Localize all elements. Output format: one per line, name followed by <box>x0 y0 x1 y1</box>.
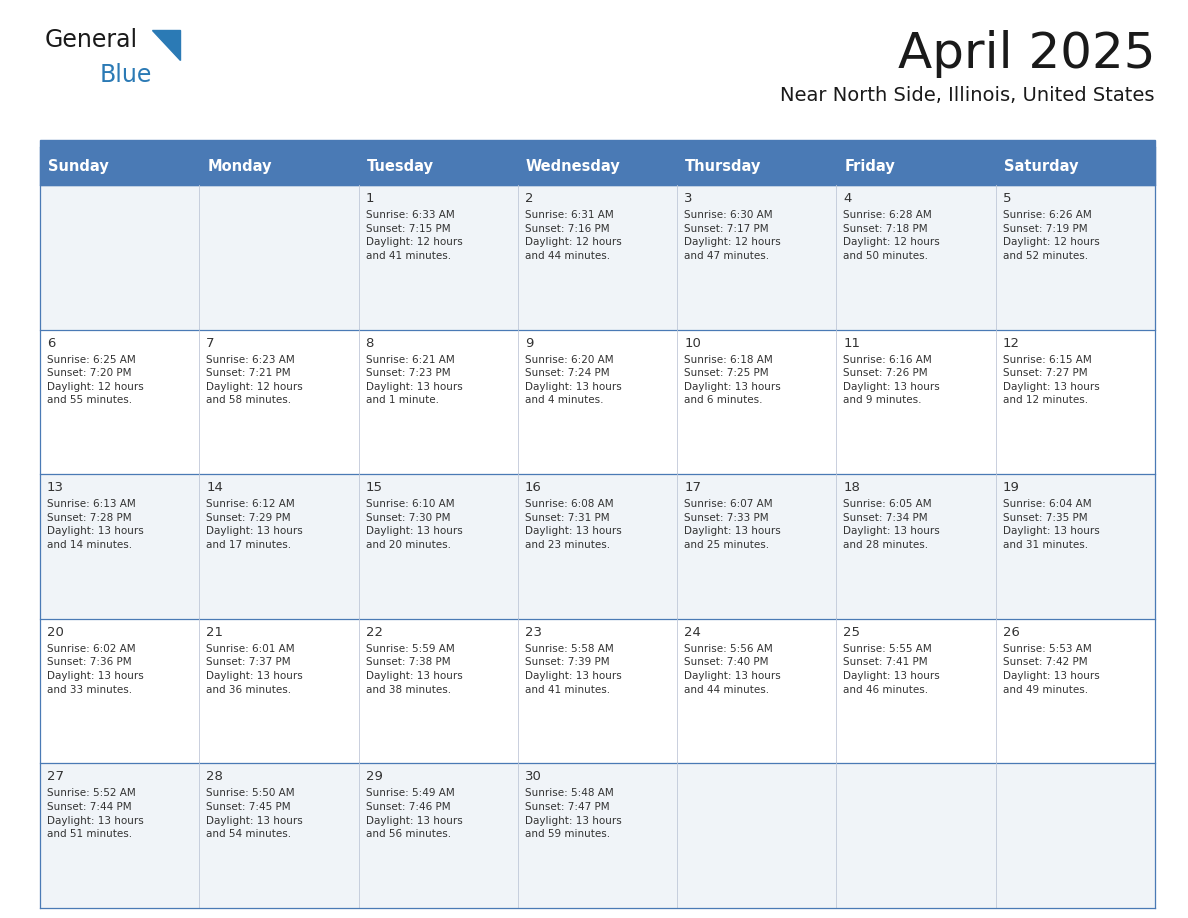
Text: 25: 25 <box>843 626 860 639</box>
Text: 29: 29 <box>366 770 383 783</box>
Text: Blue: Blue <box>100 63 152 87</box>
Text: Sunrise: 6:31 AM
Sunset: 7:16 PM
Daylight: 12 hours
and 44 minutes.: Sunrise: 6:31 AM Sunset: 7:16 PM Dayligh… <box>525 210 621 261</box>
Text: Sunrise: 6:18 AM
Sunset: 7:25 PM
Daylight: 13 hours
and 6 minutes.: Sunrise: 6:18 AM Sunset: 7:25 PM Dayligh… <box>684 354 781 406</box>
Text: Sunrise: 6:01 AM
Sunset: 7:37 PM
Daylight: 13 hours
and 36 minutes.: Sunrise: 6:01 AM Sunset: 7:37 PM Dayligh… <box>207 644 303 695</box>
Bar <box>40 140 1155 147</box>
Text: Sunrise: 5:49 AM
Sunset: 7:46 PM
Daylight: 13 hours
and 56 minutes.: Sunrise: 5:49 AM Sunset: 7:46 PM Dayligh… <box>366 789 462 839</box>
Text: Saturday: Saturday <box>1004 159 1079 174</box>
Text: Sunrise: 5:53 AM
Sunset: 7:42 PM
Daylight: 13 hours
and 49 minutes.: Sunrise: 5:53 AM Sunset: 7:42 PM Dayligh… <box>1003 644 1099 695</box>
Text: Sunrise: 5:59 AM
Sunset: 7:38 PM
Daylight: 13 hours
and 38 minutes.: Sunrise: 5:59 AM Sunset: 7:38 PM Dayligh… <box>366 644 462 695</box>
Text: 30: 30 <box>525 770 542 783</box>
Text: 18: 18 <box>843 481 860 494</box>
Text: 10: 10 <box>684 337 701 350</box>
Text: 2: 2 <box>525 192 533 205</box>
Text: 28: 28 <box>207 770 223 783</box>
Text: 5: 5 <box>1003 192 1011 205</box>
Text: 8: 8 <box>366 337 374 350</box>
Text: Sunday: Sunday <box>48 159 109 174</box>
Text: 22: 22 <box>366 626 383 639</box>
Text: Sunrise: 6:10 AM
Sunset: 7:30 PM
Daylight: 13 hours
and 20 minutes.: Sunrise: 6:10 AM Sunset: 7:30 PM Dayligh… <box>366 499 462 550</box>
Text: Sunrise: 6:04 AM
Sunset: 7:35 PM
Daylight: 13 hours
and 31 minutes.: Sunrise: 6:04 AM Sunset: 7:35 PM Dayligh… <box>1003 499 1099 550</box>
Bar <box>40 330 1155 475</box>
Text: 26: 26 <box>1003 626 1019 639</box>
Text: Sunrise: 6:30 AM
Sunset: 7:17 PM
Daylight: 12 hours
and 47 minutes.: Sunrise: 6:30 AM Sunset: 7:17 PM Dayligh… <box>684 210 781 261</box>
Text: 17: 17 <box>684 481 701 494</box>
Text: Monday: Monday <box>207 159 272 174</box>
Text: 14: 14 <box>207 481 223 494</box>
Text: Sunrise: 6:05 AM
Sunset: 7:34 PM
Daylight: 13 hours
and 28 minutes.: Sunrise: 6:05 AM Sunset: 7:34 PM Dayligh… <box>843 499 940 550</box>
Bar <box>40 185 1155 330</box>
Text: Friday: Friday <box>845 159 896 174</box>
Text: 27: 27 <box>48 770 64 783</box>
Text: Sunrise: 6:12 AM
Sunset: 7:29 PM
Daylight: 13 hours
and 17 minutes.: Sunrise: 6:12 AM Sunset: 7:29 PM Dayligh… <box>207 499 303 550</box>
Text: 1: 1 <box>366 192 374 205</box>
Text: 3: 3 <box>684 192 693 205</box>
Bar <box>40 475 1155 619</box>
Text: Sunrise: 5:55 AM
Sunset: 7:41 PM
Daylight: 13 hours
and 46 minutes.: Sunrise: 5:55 AM Sunset: 7:41 PM Dayligh… <box>843 644 940 695</box>
Text: Sunrise: 6:15 AM
Sunset: 7:27 PM
Daylight: 13 hours
and 12 minutes.: Sunrise: 6:15 AM Sunset: 7:27 PM Dayligh… <box>1003 354 1099 406</box>
Text: Wednesday: Wednesday <box>526 159 620 174</box>
Text: Tuesday: Tuesday <box>367 159 434 174</box>
Text: 16: 16 <box>525 481 542 494</box>
Text: 23: 23 <box>525 626 542 639</box>
Text: 20: 20 <box>48 626 64 639</box>
Text: 6: 6 <box>48 337 56 350</box>
Text: Sunrise: 5:56 AM
Sunset: 7:40 PM
Daylight: 13 hours
and 44 minutes.: Sunrise: 5:56 AM Sunset: 7:40 PM Dayligh… <box>684 644 781 695</box>
Text: Sunrise: 5:48 AM
Sunset: 7:47 PM
Daylight: 13 hours
and 59 minutes.: Sunrise: 5:48 AM Sunset: 7:47 PM Dayligh… <box>525 789 621 839</box>
Text: Sunrise: 5:58 AM
Sunset: 7:39 PM
Daylight: 13 hours
and 41 minutes.: Sunrise: 5:58 AM Sunset: 7:39 PM Dayligh… <box>525 644 621 695</box>
Text: 13: 13 <box>48 481 64 494</box>
Text: 9: 9 <box>525 337 533 350</box>
Text: Sunrise: 6:20 AM
Sunset: 7:24 PM
Daylight: 13 hours
and 4 minutes.: Sunrise: 6:20 AM Sunset: 7:24 PM Dayligh… <box>525 354 621 406</box>
Text: 24: 24 <box>684 626 701 639</box>
Text: Sunrise: 6:33 AM
Sunset: 7:15 PM
Daylight: 12 hours
and 41 minutes.: Sunrise: 6:33 AM Sunset: 7:15 PM Dayligh… <box>366 210 462 261</box>
Text: Sunrise: 6:02 AM
Sunset: 7:36 PM
Daylight: 13 hours
and 33 minutes.: Sunrise: 6:02 AM Sunset: 7:36 PM Dayligh… <box>48 644 144 695</box>
Text: 7: 7 <box>207 337 215 350</box>
Text: General: General <box>45 28 138 52</box>
Text: Thursday: Thursday <box>685 159 762 174</box>
Text: 4: 4 <box>843 192 852 205</box>
Text: Sunrise: 6:07 AM
Sunset: 7:33 PM
Daylight: 13 hours
and 25 minutes.: Sunrise: 6:07 AM Sunset: 7:33 PM Dayligh… <box>684 499 781 550</box>
Text: Sunrise: 6:28 AM
Sunset: 7:18 PM
Daylight: 12 hours
and 50 minutes.: Sunrise: 6:28 AM Sunset: 7:18 PM Dayligh… <box>843 210 940 261</box>
Text: Sunrise: 6:21 AM
Sunset: 7:23 PM
Daylight: 13 hours
and 1 minute.: Sunrise: 6:21 AM Sunset: 7:23 PM Dayligh… <box>366 354 462 406</box>
Text: Sunrise: 6:26 AM
Sunset: 7:19 PM
Daylight: 12 hours
and 52 minutes.: Sunrise: 6:26 AM Sunset: 7:19 PM Dayligh… <box>1003 210 1099 261</box>
Bar <box>40 619 1155 764</box>
Text: Sunrise: 6:16 AM
Sunset: 7:26 PM
Daylight: 13 hours
and 9 minutes.: Sunrise: 6:16 AM Sunset: 7:26 PM Dayligh… <box>843 354 940 406</box>
Text: 19: 19 <box>1003 481 1019 494</box>
Text: 21: 21 <box>207 626 223 639</box>
Bar <box>40 764 1155 908</box>
Text: Sunrise: 5:50 AM
Sunset: 7:45 PM
Daylight: 13 hours
and 54 minutes.: Sunrise: 5:50 AM Sunset: 7:45 PM Dayligh… <box>207 789 303 839</box>
Text: Sunrise: 6:25 AM
Sunset: 7:20 PM
Daylight: 12 hours
and 55 minutes.: Sunrise: 6:25 AM Sunset: 7:20 PM Dayligh… <box>48 354 144 406</box>
Text: Sunrise: 6:08 AM
Sunset: 7:31 PM
Daylight: 13 hours
and 23 minutes.: Sunrise: 6:08 AM Sunset: 7:31 PM Dayligh… <box>525 499 621 550</box>
Text: April 2025: April 2025 <box>897 30 1155 78</box>
Text: 12: 12 <box>1003 337 1019 350</box>
Text: Sunrise: 6:13 AM
Sunset: 7:28 PM
Daylight: 13 hours
and 14 minutes.: Sunrise: 6:13 AM Sunset: 7:28 PM Dayligh… <box>48 499 144 550</box>
Text: 11: 11 <box>843 337 860 350</box>
Bar <box>40 147 1155 185</box>
Text: 15: 15 <box>366 481 383 494</box>
Text: Sunrise: 6:23 AM
Sunset: 7:21 PM
Daylight: 12 hours
and 58 minutes.: Sunrise: 6:23 AM Sunset: 7:21 PM Dayligh… <box>207 354 303 406</box>
Text: Sunrise: 5:52 AM
Sunset: 7:44 PM
Daylight: 13 hours
and 51 minutes.: Sunrise: 5:52 AM Sunset: 7:44 PM Dayligh… <box>48 789 144 839</box>
Text: Near North Side, Illinois, United States: Near North Side, Illinois, United States <box>781 86 1155 105</box>
Polygon shape <box>152 30 181 60</box>
